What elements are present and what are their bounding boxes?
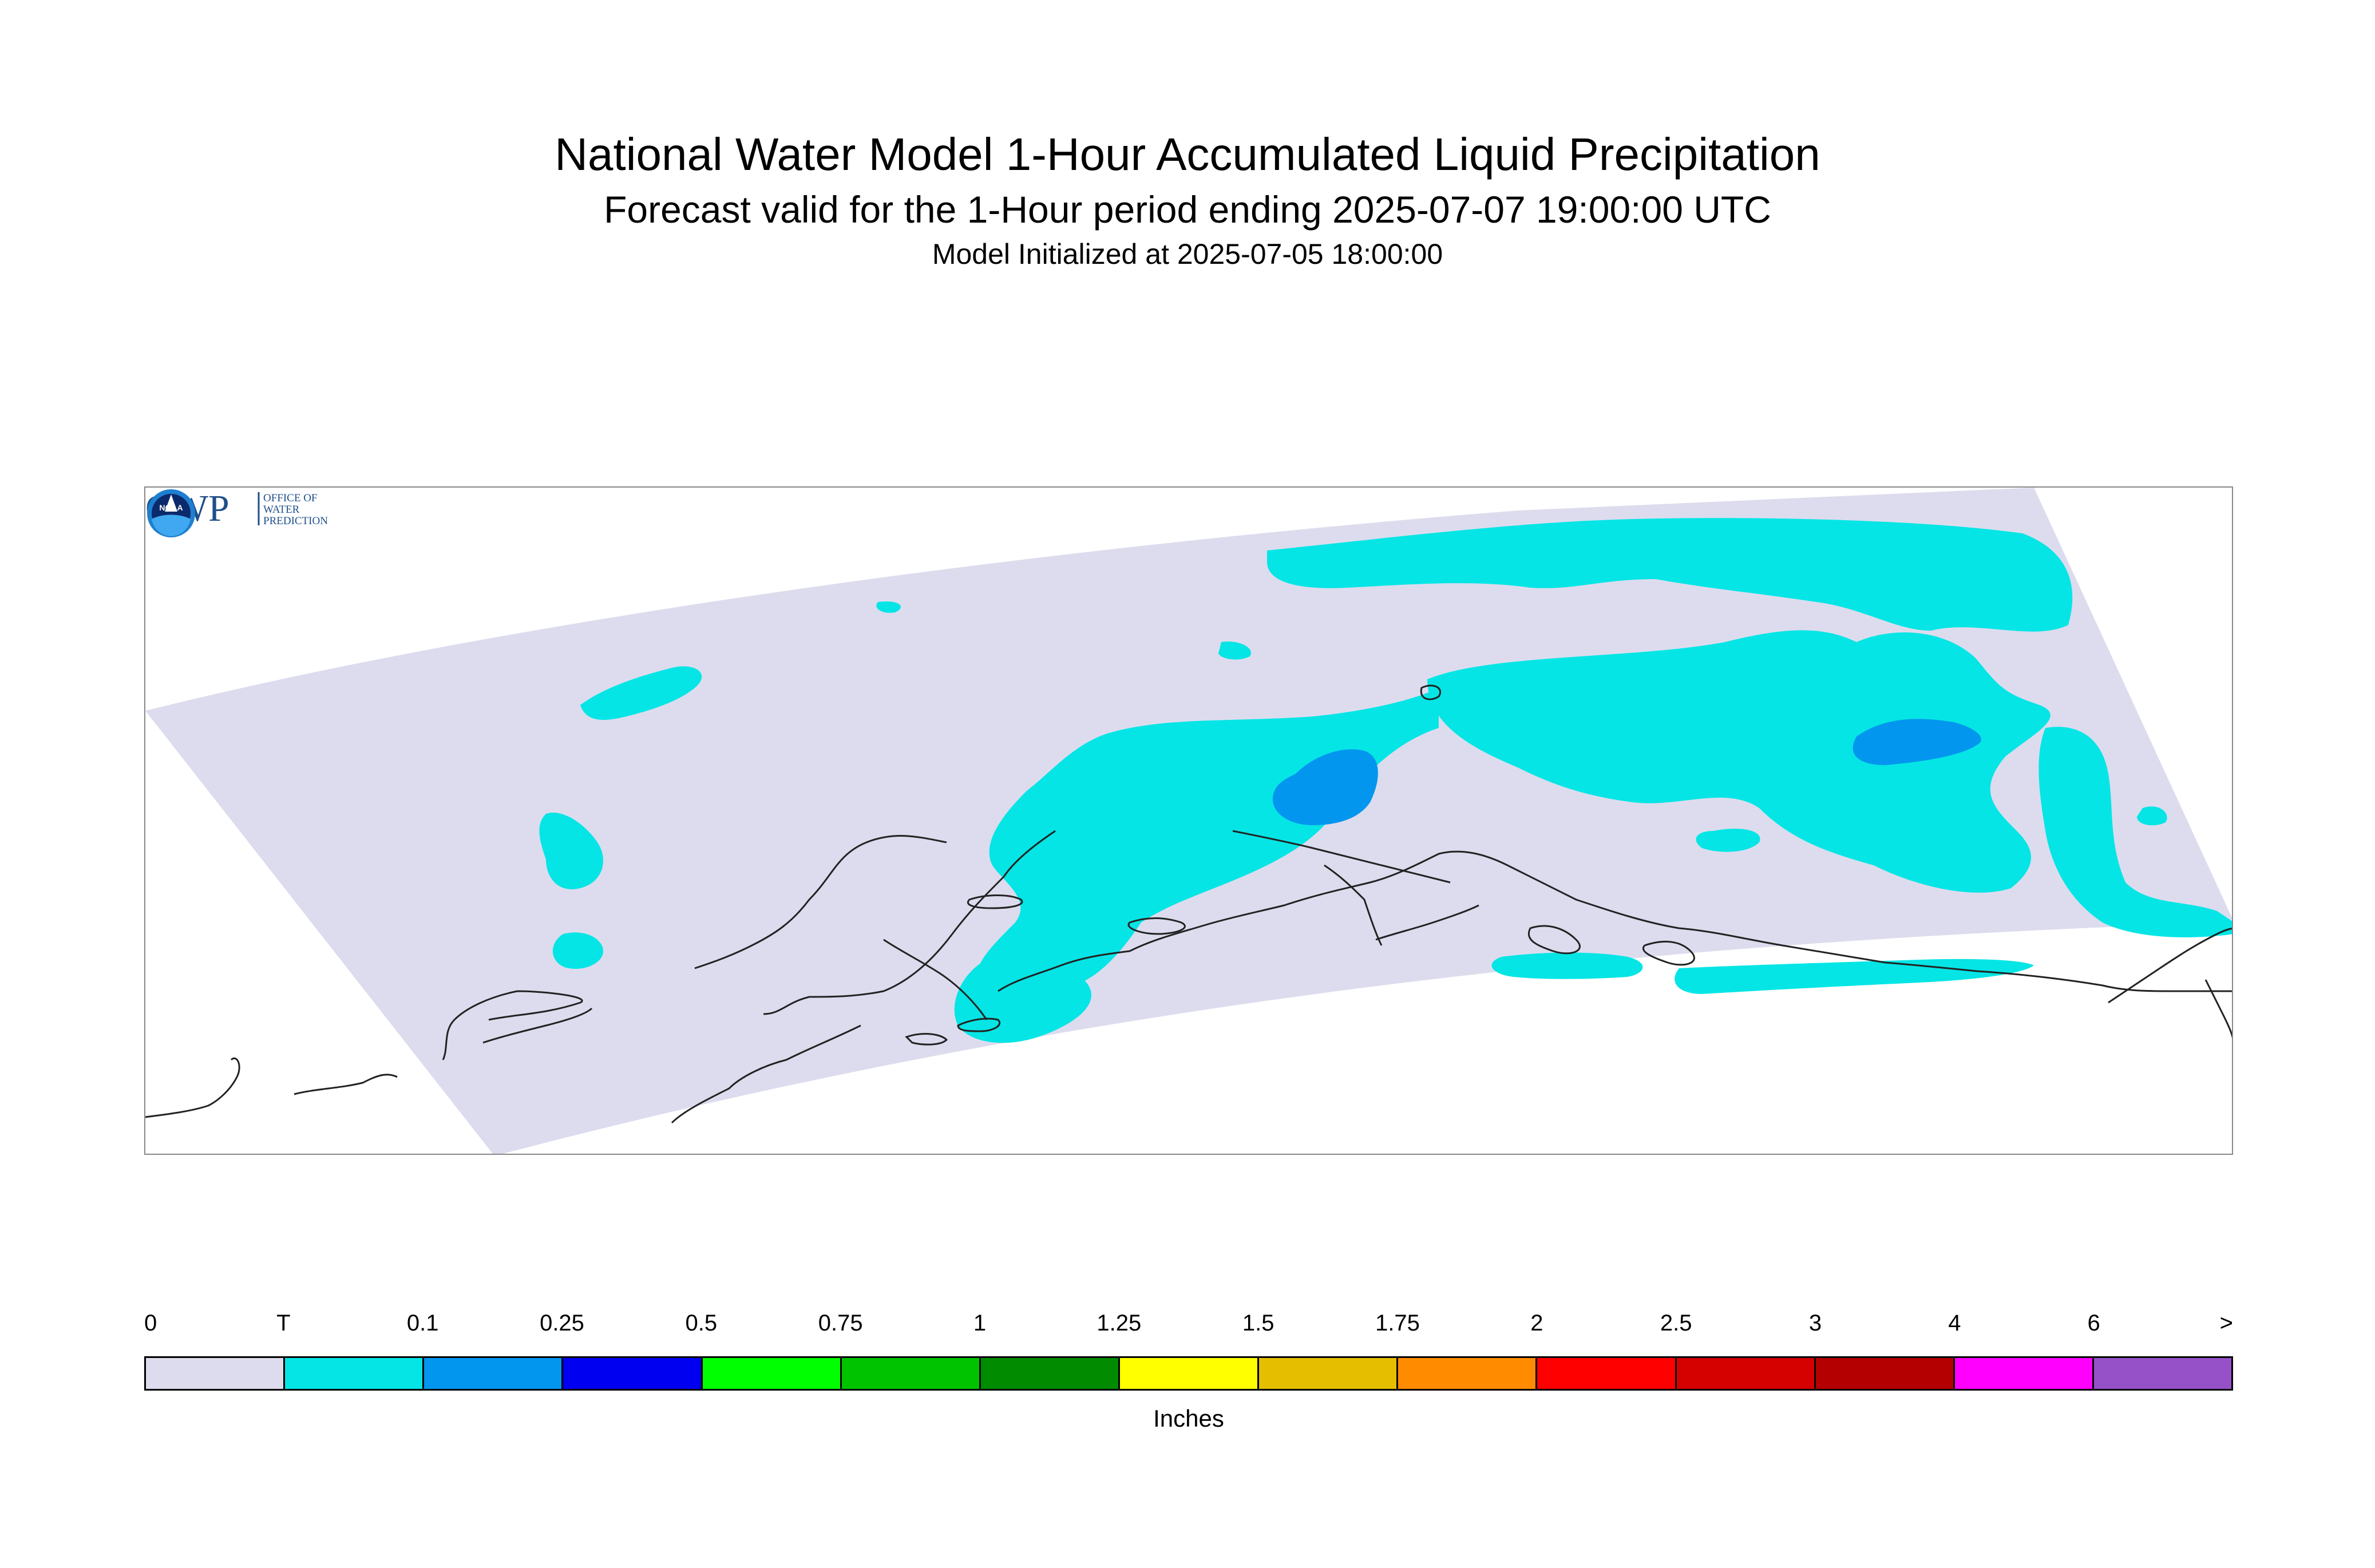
coastline-kenai xyxy=(1324,864,1383,946)
coastline-kodiak xyxy=(1375,904,1479,941)
light-precip-area-alaska xyxy=(1273,749,1378,825)
noaa-logo: NOAA xyxy=(147,489,195,537)
owp-logo-line1: OFFICE OF xyxy=(263,492,318,504)
legend-tick-label: 1.5 xyxy=(1242,1310,1274,1336)
coastline-southeast-panhandle xyxy=(2108,927,2232,1004)
legend-tick-label: T xyxy=(276,1310,291,1336)
trace-area-east xyxy=(1427,630,2051,893)
legend: 0 T 0.1 0.25 0.5 0.75 1 1.25 1.5 1.75 2 2.5 3 4 6 > Inc… xyxy=(144,1310,2233,1436)
noaa-logo-bird xyxy=(165,494,177,512)
model-init-text: Model Initialized at 2025-07-05 18:00:00 xyxy=(932,238,1443,270)
trace-area-west-3 xyxy=(552,932,603,969)
trace-area-far-east-dot xyxy=(2137,806,2167,826)
legend-tick-label: 0.1 xyxy=(406,1310,439,1336)
owp-logo-line3: PREDICTION xyxy=(263,515,328,527)
legend-swatch xyxy=(1259,1358,1399,1389)
coastlines xyxy=(145,684,2232,1124)
legend-tick-label: 0.25 xyxy=(540,1310,584,1336)
legend-tick-label: 0.5 xyxy=(685,1310,718,1336)
legend-tick-label: 6 xyxy=(2087,1310,2100,1336)
coastline-lake-iliamna xyxy=(1127,917,1186,935)
coastline-aleutian-1 xyxy=(957,1017,1000,1032)
coastline-islands-west xyxy=(294,1074,398,1095)
legend-swatch xyxy=(2093,1358,2232,1389)
legend-tick-label: > xyxy=(2219,1310,2233,1336)
trace-area-small xyxy=(1218,642,1251,660)
trace-area-east-edge xyxy=(2038,727,2232,937)
trace-area-west-2 xyxy=(539,813,603,889)
legend-swatch xyxy=(1537,1358,1677,1389)
coastline-southern-islands xyxy=(1528,925,1581,955)
legend-swatch xyxy=(146,1358,286,1389)
noaa-logo-text: NOAA xyxy=(159,503,183,512)
legend-swatch xyxy=(980,1358,1120,1389)
coastline-aleutian-2 xyxy=(905,1033,948,1046)
legend-swatch xyxy=(1954,1358,2094,1389)
legend-swatch xyxy=(563,1358,703,1389)
legend-tick-label: 3 xyxy=(1808,1310,1822,1336)
legend-colorbar xyxy=(144,1356,2233,1391)
legend-tick-label: 4 xyxy=(1948,1310,1961,1336)
coastline-chukotka xyxy=(145,1058,240,1118)
coastline-bristol-bay xyxy=(694,835,947,969)
legend-swatch xyxy=(1815,1358,1955,1389)
trace-area-west-1 xyxy=(580,666,702,720)
legend-unit-label: Inches xyxy=(1153,1405,1224,1432)
legend-swatch xyxy=(424,1358,564,1389)
coastline-southwest xyxy=(671,1024,861,1124)
coastline-southeast-fjords xyxy=(2204,979,2232,1039)
title-block: National Water Model 1-Hour Accumulated … xyxy=(0,126,2375,272)
coastline-kuskokwim xyxy=(883,939,988,1020)
coastline-west xyxy=(442,990,583,1060)
noaa-logo-wave xyxy=(152,514,191,536)
trace-area-southeast-2 xyxy=(1675,959,2034,994)
coastline-alaska-peninsula xyxy=(998,850,2232,992)
coastline-cook-inlet xyxy=(1232,830,1451,884)
map-canvas xyxy=(145,488,2232,1154)
legend-tick-label: 1.25 xyxy=(1097,1310,1142,1336)
precipitation-map: OWP OFFICE OF WATER PREDICTION NOAA xyxy=(144,486,2233,1155)
coastline-lake-3 xyxy=(1420,684,1441,700)
coastline-western-alaska xyxy=(763,830,1056,1015)
coastline-northwest xyxy=(482,1007,593,1044)
legend-swatch xyxy=(285,1358,425,1389)
legend-swatch xyxy=(702,1358,842,1389)
trace-area-central xyxy=(1696,829,1760,852)
trace-area-south xyxy=(954,955,1091,1043)
light-precip-area-east xyxy=(1852,719,1981,765)
trace-area-southeast-1 xyxy=(1491,952,1643,979)
trace-area-north-band xyxy=(1267,518,2073,632)
legend-tick-label: 0 xyxy=(144,1310,157,1336)
legend-tick-label: 0.75 xyxy=(818,1310,863,1336)
legend-tick-label: 1.75 xyxy=(1375,1310,1420,1336)
legend-swatch xyxy=(841,1358,981,1389)
light-precip-areas xyxy=(1273,719,1981,825)
legend-swatch xyxy=(1676,1358,1816,1389)
legend-tick-label: 2.5 xyxy=(1660,1310,1692,1336)
legend-swatch xyxy=(1119,1358,1260,1389)
legend-tick-label: 2 xyxy=(1530,1310,1543,1336)
trace-area-speck xyxy=(876,601,901,613)
coastline-lake-2 xyxy=(967,894,1023,909)
forecast-valid-subtitle: Forecast valid for the 1-Hour period end… xyxy=(604,188,1771,231)
page-title: National Water Model 1-Hour Accumulated … xyxy=(555,129,1820,180)
legend-swatch xyxy=(1398,1358,1538,1389)
coastline-east-island xyxy=(1642,940,1695,966)
owp-logo-line2: WATER xyxy=(263,504,300,516)
legend-tick-label: 1 xyxy=(973,1310,987,1336)
